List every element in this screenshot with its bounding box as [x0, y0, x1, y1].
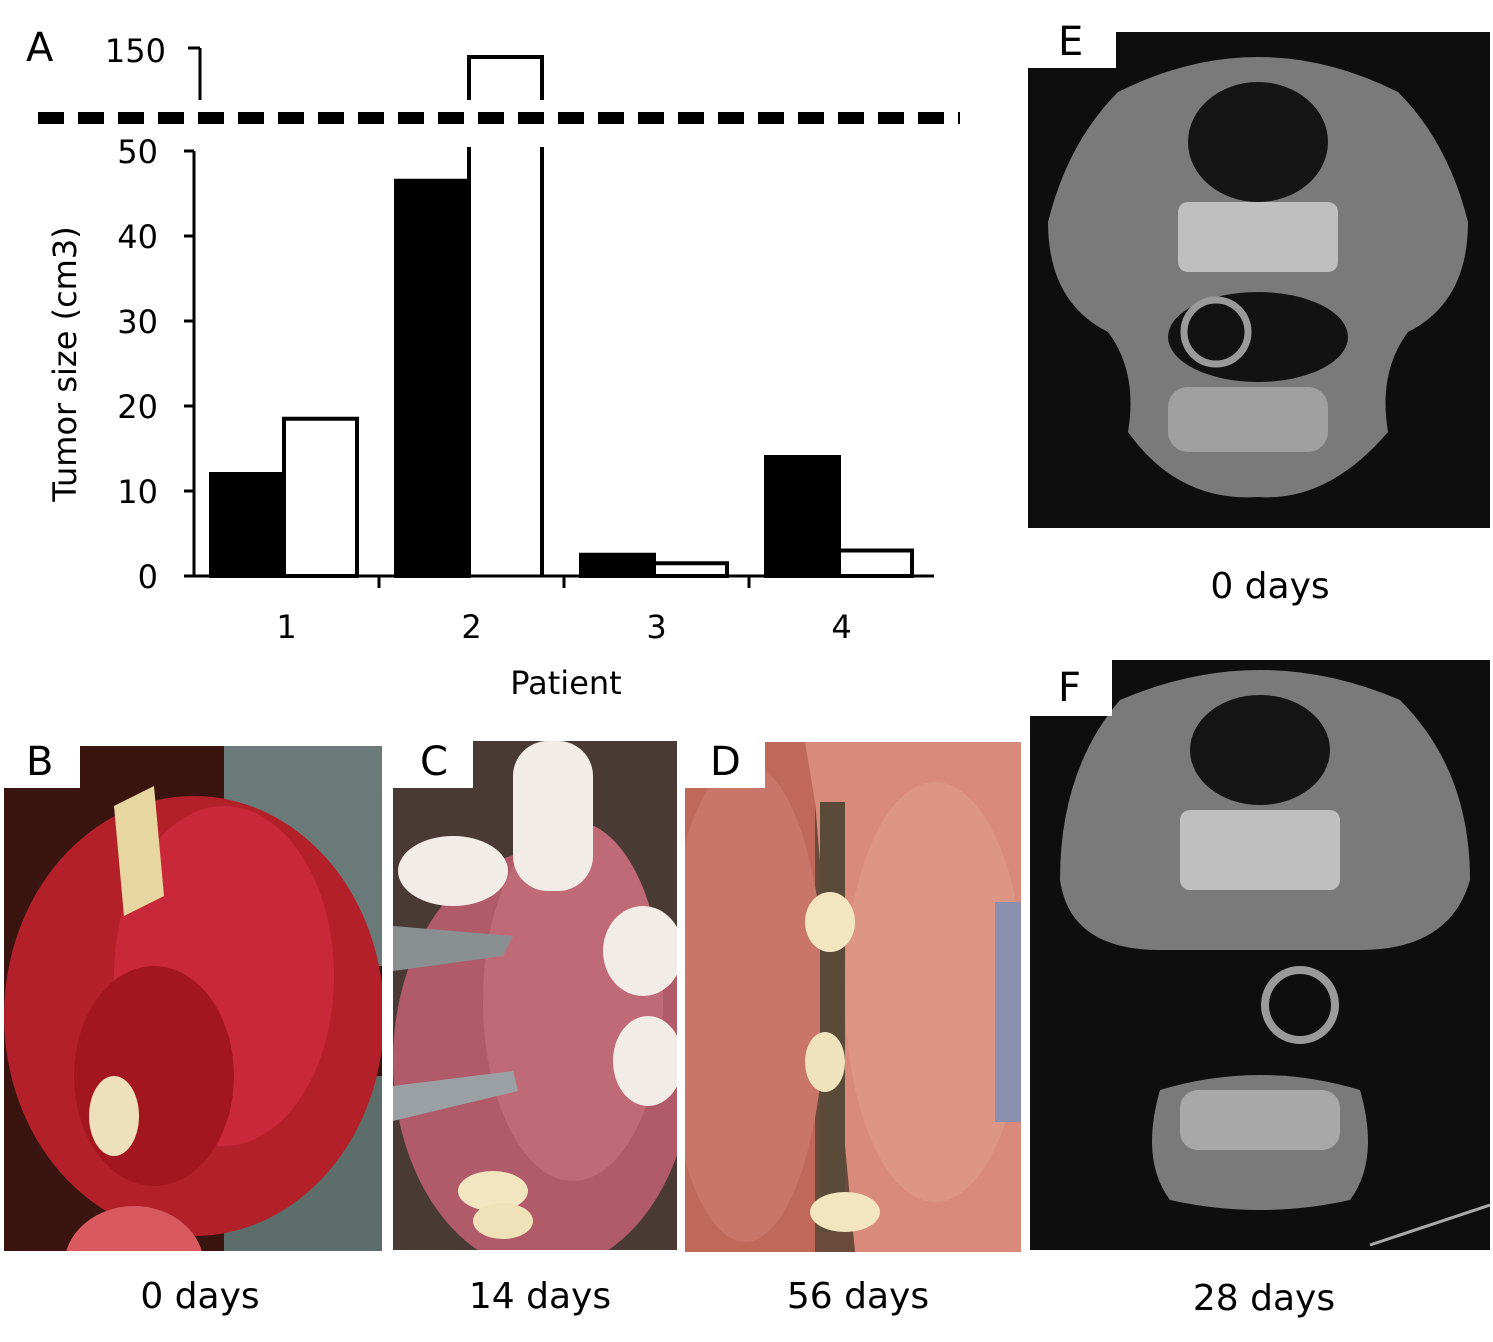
x-axis-title: Patient [510, 664, 621, 702]
y-tick-label-20: 20 [117, 388, 158, 426]
bar-s1-patient-3 [579, 552, 656, 578]
y-tick-label-0: 0 [138, 558, 158, 596]
y-tick-label-40: 40 [117, 218, 158, 256]
bar-s2-patient-3 [652, 561, 729, 578]
bar-s1-patient-1 [209, 472, 286, 578]
y-tick-label-150: 150 [105, 32, 166, 70]
photo-d-day56 [685, 742, 1021, 1252]
photo-b-tumor-day0 [4, 746, 382, 1251]
y-tick-label-10: 10 [117, 473, 158, 511]
panel-letter-a: A [26, 25, 54, 71]
bar-s2-patient-4 [837, 548, 914, 578]
y-tick-label-30: 30 [117, 303, 158, 341]
x-tick-label-1: 1 [276, 608, 296, 646]
y-tick-label-50: 50 [117, 133, 158, 171]
panel-letter-b: B [26, 739, 54, 785]
bar-s2-patient-1 [282, 416, 359, 578]
bar-s2-patient-2-lower [467, 147, 544, 576]
panel-letter-c: C [420, 739, 448, 785]
bar-s2-patient-2-upper [467, 55, 544, 100]
ct-scan-f-day28 [1030, 660, 1490, 1250]
panel-letter-f: F [1058, 665, 1082, 711]
caption-e: 0 days [1210, 566, 1330, 607]
x-tick-label-4: 4 [831, 608, 851, 646]
x-tick-label-3: 3 [646, 608, 666, 646]
bar-s1-patient-4 [764, 455, 841, 578]
caption-b: 0 days [140, 1276, 260, 1317]
y-axis-title: Tumor size (cm3) [46, 226, 84, 502]
tumor-size-bar-chart: 150 0 10 20 30 40 50 1 2 3 4 Patient Tumor size (cm3… [38, 32, 960, 702]
bar-s1-patient-2 [394, 178, 471, 578]
panel-letter-e: E [1058, 19, 1084, 65]
x-tick-label-2: 2 [461, 608, 481, 646]
photo-c-day14 [393, 741, 677, 1250]
panel-letter-d: D [710, 739, 741, 785]
caption-f: 28 days [1192, 1278, 1336, 1319]
ct-scan-e-day0 [1028, 32, 1490, 528]
caption-c: 14 days [468, 1276, 612, 1317]
caption-d: 56 days [786, 1276, 930, 1317]
